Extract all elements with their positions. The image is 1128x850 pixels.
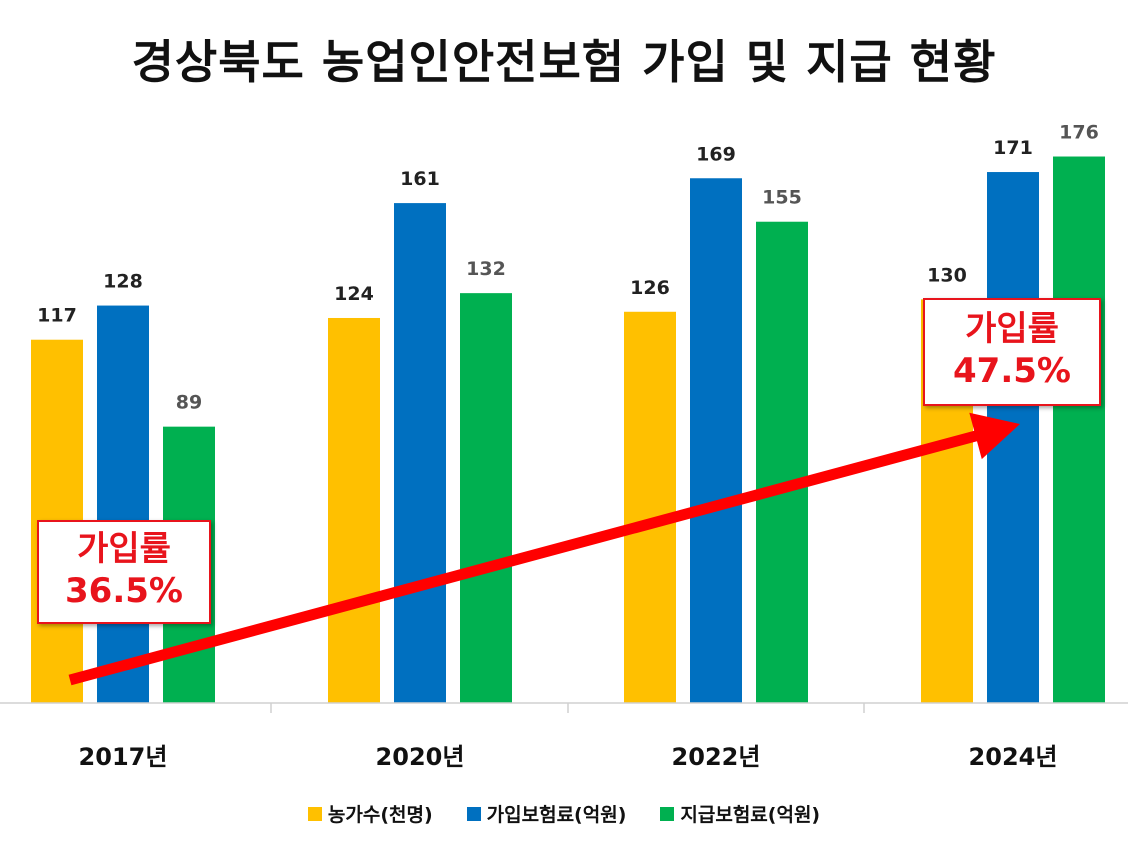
value-label: 126 <box>630 277 670 299</box>
legend-label: 농가수(천명) <box>327 804 433 826</box>
rate-callout-value: 47.5% <box>953 351 1071 391</box>
chart-title: 경상북도 농업인안전보험 가입 및 지급 현황 <box>131 35 997 89</box>
legend-item: 농가수(천명) <box>307 800 433 827</box>
value-label: 89 <box>176 392 202 414</box>
bar <box>690 178 742 703</box>
bar <box>460 293 512 703</box>
rate-callout-2024: 가입률 47.5% <box>923 298 1101 406</box>
value-label: 132 <box>466 258 506 280</box>
bar <box>1053 156 1105 703</box>
rate-callout-2017: 가입률 36.5% <box>37 520 211 624</box>
legend-item: 가입보험료(억원) <box>466 800 627 827</box>
value-labels-group: 117 124 126 130 128 161 169 171 89 132 155 176 <box>37 122 1099 414</box>
bar <box>328 317 380 703</box>
legend-item: 지급보험료(억원) <box>660 800 820 827</box>
value-label: 124 <box>334 283 374 305</box>
legend-swatch <box>466 806 481 821</box>
value-label: 128 <box>103 271 143 293</box>
bar <box>756 221 808 703</box>
rate-callout-label: 가입률 <box>77 529 171 569</box>
x-ticks-group <box>270 703 865 713</box>
value-label: 169 <box>696 143 736 165</box>
value-label: 161 <box>400 168 440 190</box>
category-label: 2017년 <box>79 743 168 771</box>
value-label: 155 <box>762 187 802 209</box>
bar <box>624 311 676 703</box>
category-label: 2022년 <box>672 743 761 771</box>
legend: 농가수(천명) 가입보험료(억원) 지급보험료(억원) <box>0 800 1128 827</box>
value-label: 117 <box>37 305 77 327</box>
category-label: 2024년 <box>969 743 1058 771</box>
category-labels-group: 2017년 2020년 2022년 2024년 <box>79 743 1058 771</box>
value-label: 130 <box>927 264 967 286</box>
category-label: 2020년 <box>376 743 465 771</box>
legend-swatch <box>307 806 322 821</box>
trend-arrow <box>68 412 1021 686</box>
rate-callout-value: 36.5% <box>65 571 183 611</box>
rate-callout-label: 가입률 <box>965 309 1059 349</box>
trend-arrow-shape <box>68 412 1021 686</box>
legend-label: 지급보험료(억원) <box>680 804 821 826</box>
value-label: 171 <box>993 137 1033 159</box>
bar <box>97 305 149 703</box>
bar <box>394 203 446 703</box>
legend-label: 가입보험료(억원) <box>486 804 627 826</box>
value-label: 176 <box>1059 122 1099 144</box>
legend-swatch <box>660 806 675 821</box>
